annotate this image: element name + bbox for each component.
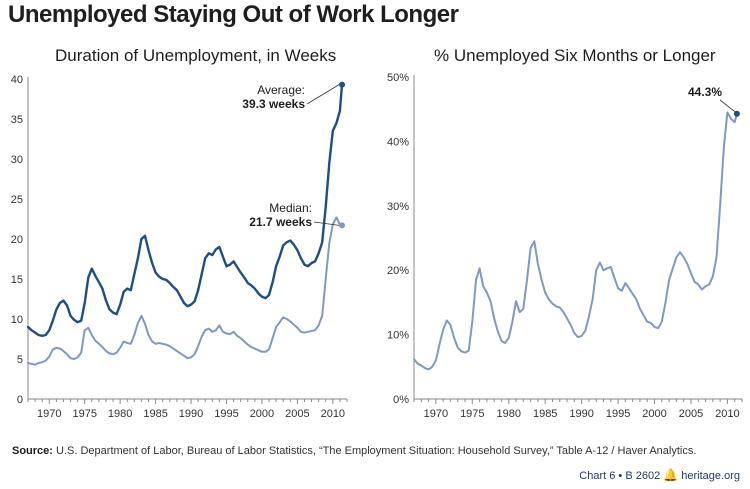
share-x-tick-label: 1975 — [460, 408, 484, 420]
share-x-tick-label: 2000 — [642, 408, 666, 420]
share-x-tick-label: 1970 — [424, 408, 448, 420]
average-annotation-value: 39.3 weeks — [242, 97, 305, 111]
share-y-tick-label: 30% — [387, 201, 409, 213]
duration-y-tick-label: 40 — [11, 74, 23, 86]
duration-x-tick-label: 1990 — [179, 408, 203, 420]
duration-y-tick-label: 10 — [11, 314, 23, 326]
duration-y-tick-label: 25 — [11, 194, 23, 206]
duration-x-tick-label: 1980 — [108, 408, 132, 420]
share-y-tick-label: 50% — [387, 72, 409, 84]
median-annotation-label: Median: — [269, 201, 312, 215]
duration-x-tick-label: 1975 — [72, 408, 96, 420]
share-y-tick-label: 0% — [393, 394, 409, 406]
share-y-tick-label: 10% — [387, 330, 409, 342]
duration-x-tick-label: 2005 — [285, 408, 309, 420]
duration-x-tick-label: 2000 — [250, 408, 274, 420]
duration-series-average-endpoint — [339, 81, 346, 88]
duration-series-median-line — [27, 216, 343, 366]
duration-y-tick-label: 35 — [11, 114, 23, 126]
duration-x-tick-label: 1970 — [37, 408, 61, 420]
median-annotation-leader — [313, 221, 340, 226]
duration-x-tick-label: 2010 — [321, 408, 345, 420]
duration-y-tick-label: 30 — [11, 154, 23, 166]
footer: Chart 6 • B 2602 🔔 heritage.org — [579, 468, 740, 482]
duration-x-tick-label: 1995 — [214, 408, 238, 420]
duration-x-tick-label: 1985 — [143, 408, 167, 420]
source-label: Source: — [12, 445, 53, 457]
duration-series-average-line — [26, 83, 344, 337]
share-x-tick-label: 2010 — [715, 408, 739, 420]
duration-series-median-endpoint — [339, 222, 346, 229]
liberty-bell-icon: 🔔 — [663, 468, 679, 482]
share-x-tick-label: 1980 — [497, 408, 521, 420]
median-annotation-value: 21.7 weeks — [249, 215, 312, 229]
duration-y-tick-label: 5 — [17, 354, 23, 366]
share-y-tick-label: 40% — [387, 136, 409, 148]
share-x-tick-label: 1990 — [569, 408, 593, 420]
main-title: Unemployed Staying Out of Work Longer — [8, 1, 459, 28]
share-series-share-line — [413, 111, 738, 371]
share-x-tick-label: 1995 — [606, 408, 630, 420]
share-y-tick-label: 20% — [387, 265, 409, 277]
source-note: Source: U.S. Department of Labor, Bureau… — [12, 445, 696, 457]
chart-id: Chart 6 • B 2602 — [579, 470, 661, 482]
duration-y-tick-label: 15 — [11, 274, 23, 286]
share-x-tick-label: 2005 — [679, 408, 703, 420]
share-annotation-leader — [719, 99, 736, 113]
site-link[interactable]: heritage.org — [681, 470, 740, 482]
share-series-share-endpoint — [733, 110, 740, 117]
share-x-tick-label: 1985 — [533, 408, 557, 420]
source-text: U.S. Department of Labor, Bureau of Labo… — [56, 445, 697, 457]
left-chart-title: Duration of Unemployment, in Weeks — [55, 46, 337, 65]
share-annotation-value: 44.3% — [688, 85, 722, 99]
duration-y-tick-label: 20 — [11, 234, 23, 246]
average-annotation-leader — [306, 84, 340, 105]
right-chart-title: % Unemployed Six Months or Longer — [434, 46, 716, 65]
duration-y-tick-label: 0 — [17, 394, 23, 406]
average-annotation-label: Average: — [257, 83, 305, 97]
